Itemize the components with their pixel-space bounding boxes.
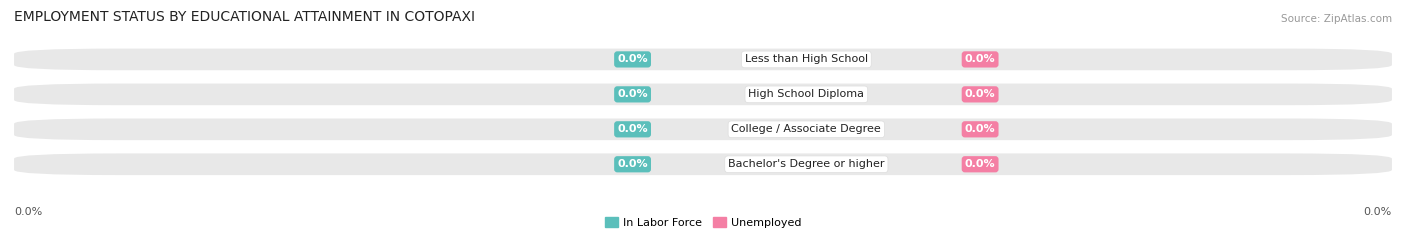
FancyBboxPatch shape (14, 49, 1392, 70)
Text: 0.0%: 0.0% (965, 89, 995, 99)
Text: 0.0%: 0.0% (617, 124, 648, 134)
Text: Bachelor's Degree or higher: Bachelor's Degree or higher (728, 159, 884, 169)
FancyBboxPatch shape (14, 154, 1392, 175)
FancyBboxPatch shape (14, 118, 1392, 140)
Legend: In Labor Force, Unemployed: In Labor Force, Unemployed (600, 212, 806, 232)
FancyBboxPatch shape (14, 84, 1392, 105)
Text: Less than High School: Less than High School (745, 55, 868, 64)
Text: College / Associate Degree: College / Associate Degree (731, 124, 882, 134)
Text: EMPLOYMENT STATUS BY EDUCATIONAL ATTAINMENT IN COTOPAXI: EMPLOYMENT STATUS BY EDUCATIONAL ATTAINM… (14, 10, 475, 24)
Text: High School Diploma: High School Diploma (748, 89, 865, 99)
Text: 0.0%: 0.0% (965, 55, 995, 64)
Text: 0.0%: 0.0% (965, 124, 995, 134)
Text: 0.0%: 0.0% (1364, 207, 1392, 217)
Text: 0.0%: 0.0% (14, 207, 42, 217)
Text: 0.0%: 0.0% (965, 159, 995, 169)
Text: Source: ZipAtlas.com: Source: ZipAtlas.com (1281, 14, 1392, 24)
Text: 0.0%: 0.0% (617, 159, 648, 169)
Text: 0.0%: 0.0% (617, 89, 648, 99)
Text: 0.0%: 0.0% (617, 55, 648, 64)
